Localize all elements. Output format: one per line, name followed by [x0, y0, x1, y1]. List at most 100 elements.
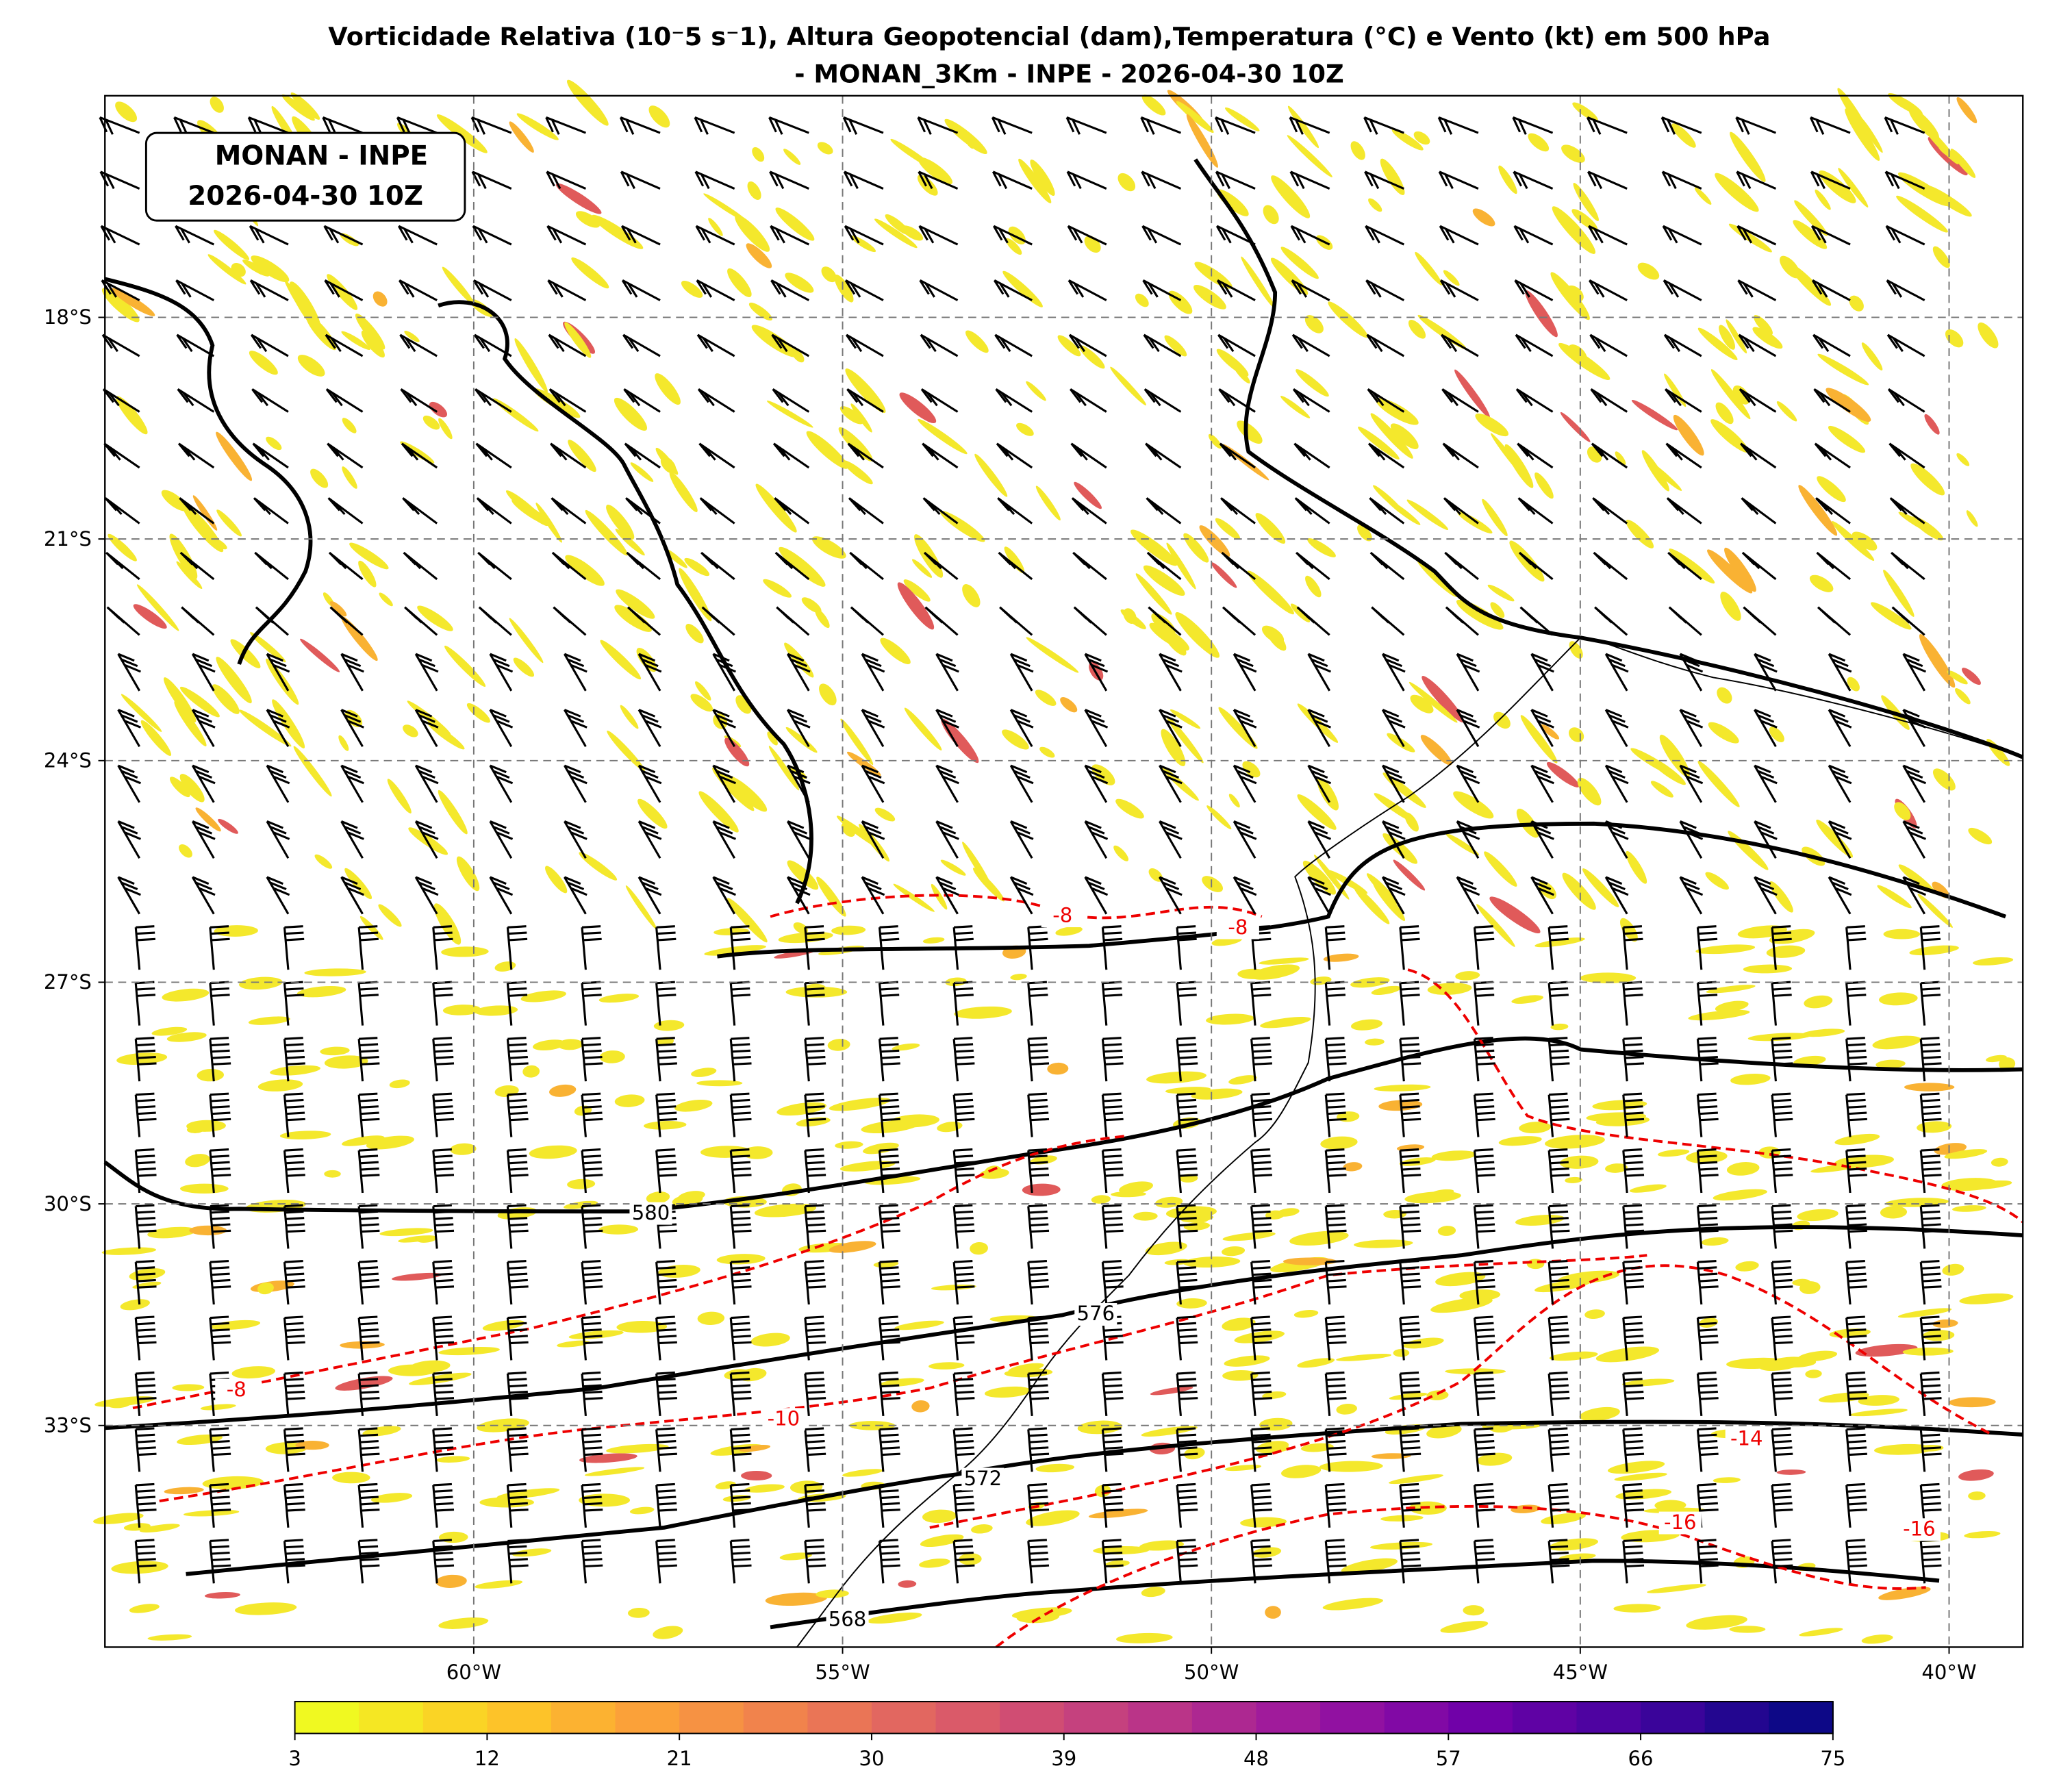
barb-feather	[508, 994, 528, 997]
barb-feather	[776, 337, 788, 353]
barb-feather	[790, 770, 807, 779]
barb-feather	[935, 764, 953, 774]
wind-barb	[1919, 1427, 1942, 1472]
barb-feather	[1087, 658, 1105, 668]
wind-barb	[1367, 442, 1405, 469]
wind-barb	[655, 1427, 677, 1472]
barb-feather	[1624, 1378, 1643, 1381]
barb-feather	[1103, 1154, 1122, 1159]
wind-barb	[432, 1315, 455, 1361]
barb-feather	[1513, 225, 1524, 241]
vorticity-blob	[575, 211, 601, 228]
barb-feather	[507, 1259, 527, 1263]
barb-feather	[557, 555, 570, 570]
barb-feather	[434, 1161, 453, 1165]
barb-feather	[702, 337, 713, 353]
vorticity-blob	[1456, 599, 1504, 630]
barb-feather	[694, 116, 703, 133]
wind-barb	[1547, 1259, 1570, 1305]
barb-feather	[107, 337, 118, 353]
barb-feather	[1443, 497, 1456, 512]
barb-feather	[731, 1148, 750, 1152]
barb-feather	[1385, 714, 1402, 723]
barb-feather	[360, 1111, 379, 1115]
wind-barb	[581, 1259, 603, 1305]
barb-feather	[210, 1489, 229, 1493]
vorticity-blob	[435, 1574, 467, 1588]
barb-feather	[434, 994, 453, 997]
barb-feather	[340, 653, 358, 662]
wind-barb	[254, 551, 289, 581]
wind-barb	[1473, 1037, 1495, 1082]
barb-feather	[1219, 442, 1232, 457]
vorticity-blob	[129, 1604, 160, 1613]
barb-feather	[1625, 1397, 1645, 1400]
barb-feather	[1549, 1489, 1569, 1493]
vorticity-blob	[1872, 1035, 1921, 1050]
barb-feather	[136, 1378, 155, 1381]
wind-barb	[952, 1315, 975, 1361]
wind-barb	[1438, 171, 1479, 190]
barb-feather	[1700, 1118, 1719, 1122]
barb-feather	[136, 1049, 156, 1053]
barb-feather	[780, 555, 794, 570]
barb-feather	[1549, 1266, 1569, 1270]
barb-feather	[956, 1174, 975, 1177]
vorticity-blob	[863, 1142, 899, 1154]
wind-barb	[1292, 388, 1330, 413]
wind-barb	[844, 225, 884, 246]
wind-barb	[1381, 820, 1406, 859]
barb-feather	[1774, 1174, 1793, 1177]
lat-label: 18°S	[44, 305, 92, 329]
barb-feather	[1773, 1278, 1793, 1283]
wind-barb	[551, 551, 587, 581]
barb-feather	[1736, 225, 1747, 241]
wind-barb	[627, 606, 661, 636]
barb-feather	[1903, 709, 1920, 718]
wind-barb	[935, 764, 959, 803]
wind-barb	[952, 1092, 975, 1137]
barb-feather	[329, 228, 340, 244]
vorticity-blob	[1776, 1469, 1806, 1475]
barb-feather	[434, 1272, 453, 1276]
vorticity-blob	[179, 844, 192, 858]
barb-feather	[731, 1496, 751, 1500]
wind-barb	[1845, 1148, 1867, 1194]
barb-feather	[1004, 610, 1018, 624]
barb-feather	[719, 775, 737, 785]
barb-feather	[1738, 334, 1749, 349]
barb-feather	[433, 1322, 453, 1326]
barb-feather	[642, 881, 659, 891]
barb-feather	[1296, 283, 1308, 298]
vorticity-blob	[1393, 859, 1426, 891]
barb-feather	[1625, 1278, 1644, 1283]
barb-feather	[360, 1056, 379, 1059]
barb-feather	[733, 1341, 752, 1345]
wind-barb	[729, 1259, 752, 1305]
barb-feather	[1103, 1098, 1122, 1102]
vorticity-blob	[332, 1472, 370, 1484]
barb-feather	[118, 876, 135, 885]
barb-feather	[211, 994, 230, 997]
barb-feather	[138, 1509, 157, 1512]
barb-feather	[398, 279, 409, 295]
wind-barb	[471, 171, 512, 190]
barb-feather	[807, 1564, 826, 1568]
barb-feather	[997, 119, 1007, 135]
barb-feather	[731, 1272, 751, 1276]
barb-feather	[435, 1397, 455, 1400]
wind-barb	[283, 1482, 305, 1528]
barb-feather	[210, 1154, 229, 1159]
barb-feather	[1459, 658, 1477, 668]
barb-feather	[1402, 1341, 1422, 1345]
barb-feather	[732, 1278, 751, 1283]
barb-feather	[1441, 388, 1454, 403]
barb-feather	[210, 1210, 229, 1214]
barb-feather	[775, 228, 785, 244]
wind-barb	[1101, 1482, 1124, 1528]
barb-feather	[657, 1489, 676, 1493]
barb-feather	[731, 925, 750, 929]
barb-feather	[1608, 826, 1626, 835]
barb-feather	[403, 228, 414, 244]
barb-feather	[1550, 994, 1569, 997]
